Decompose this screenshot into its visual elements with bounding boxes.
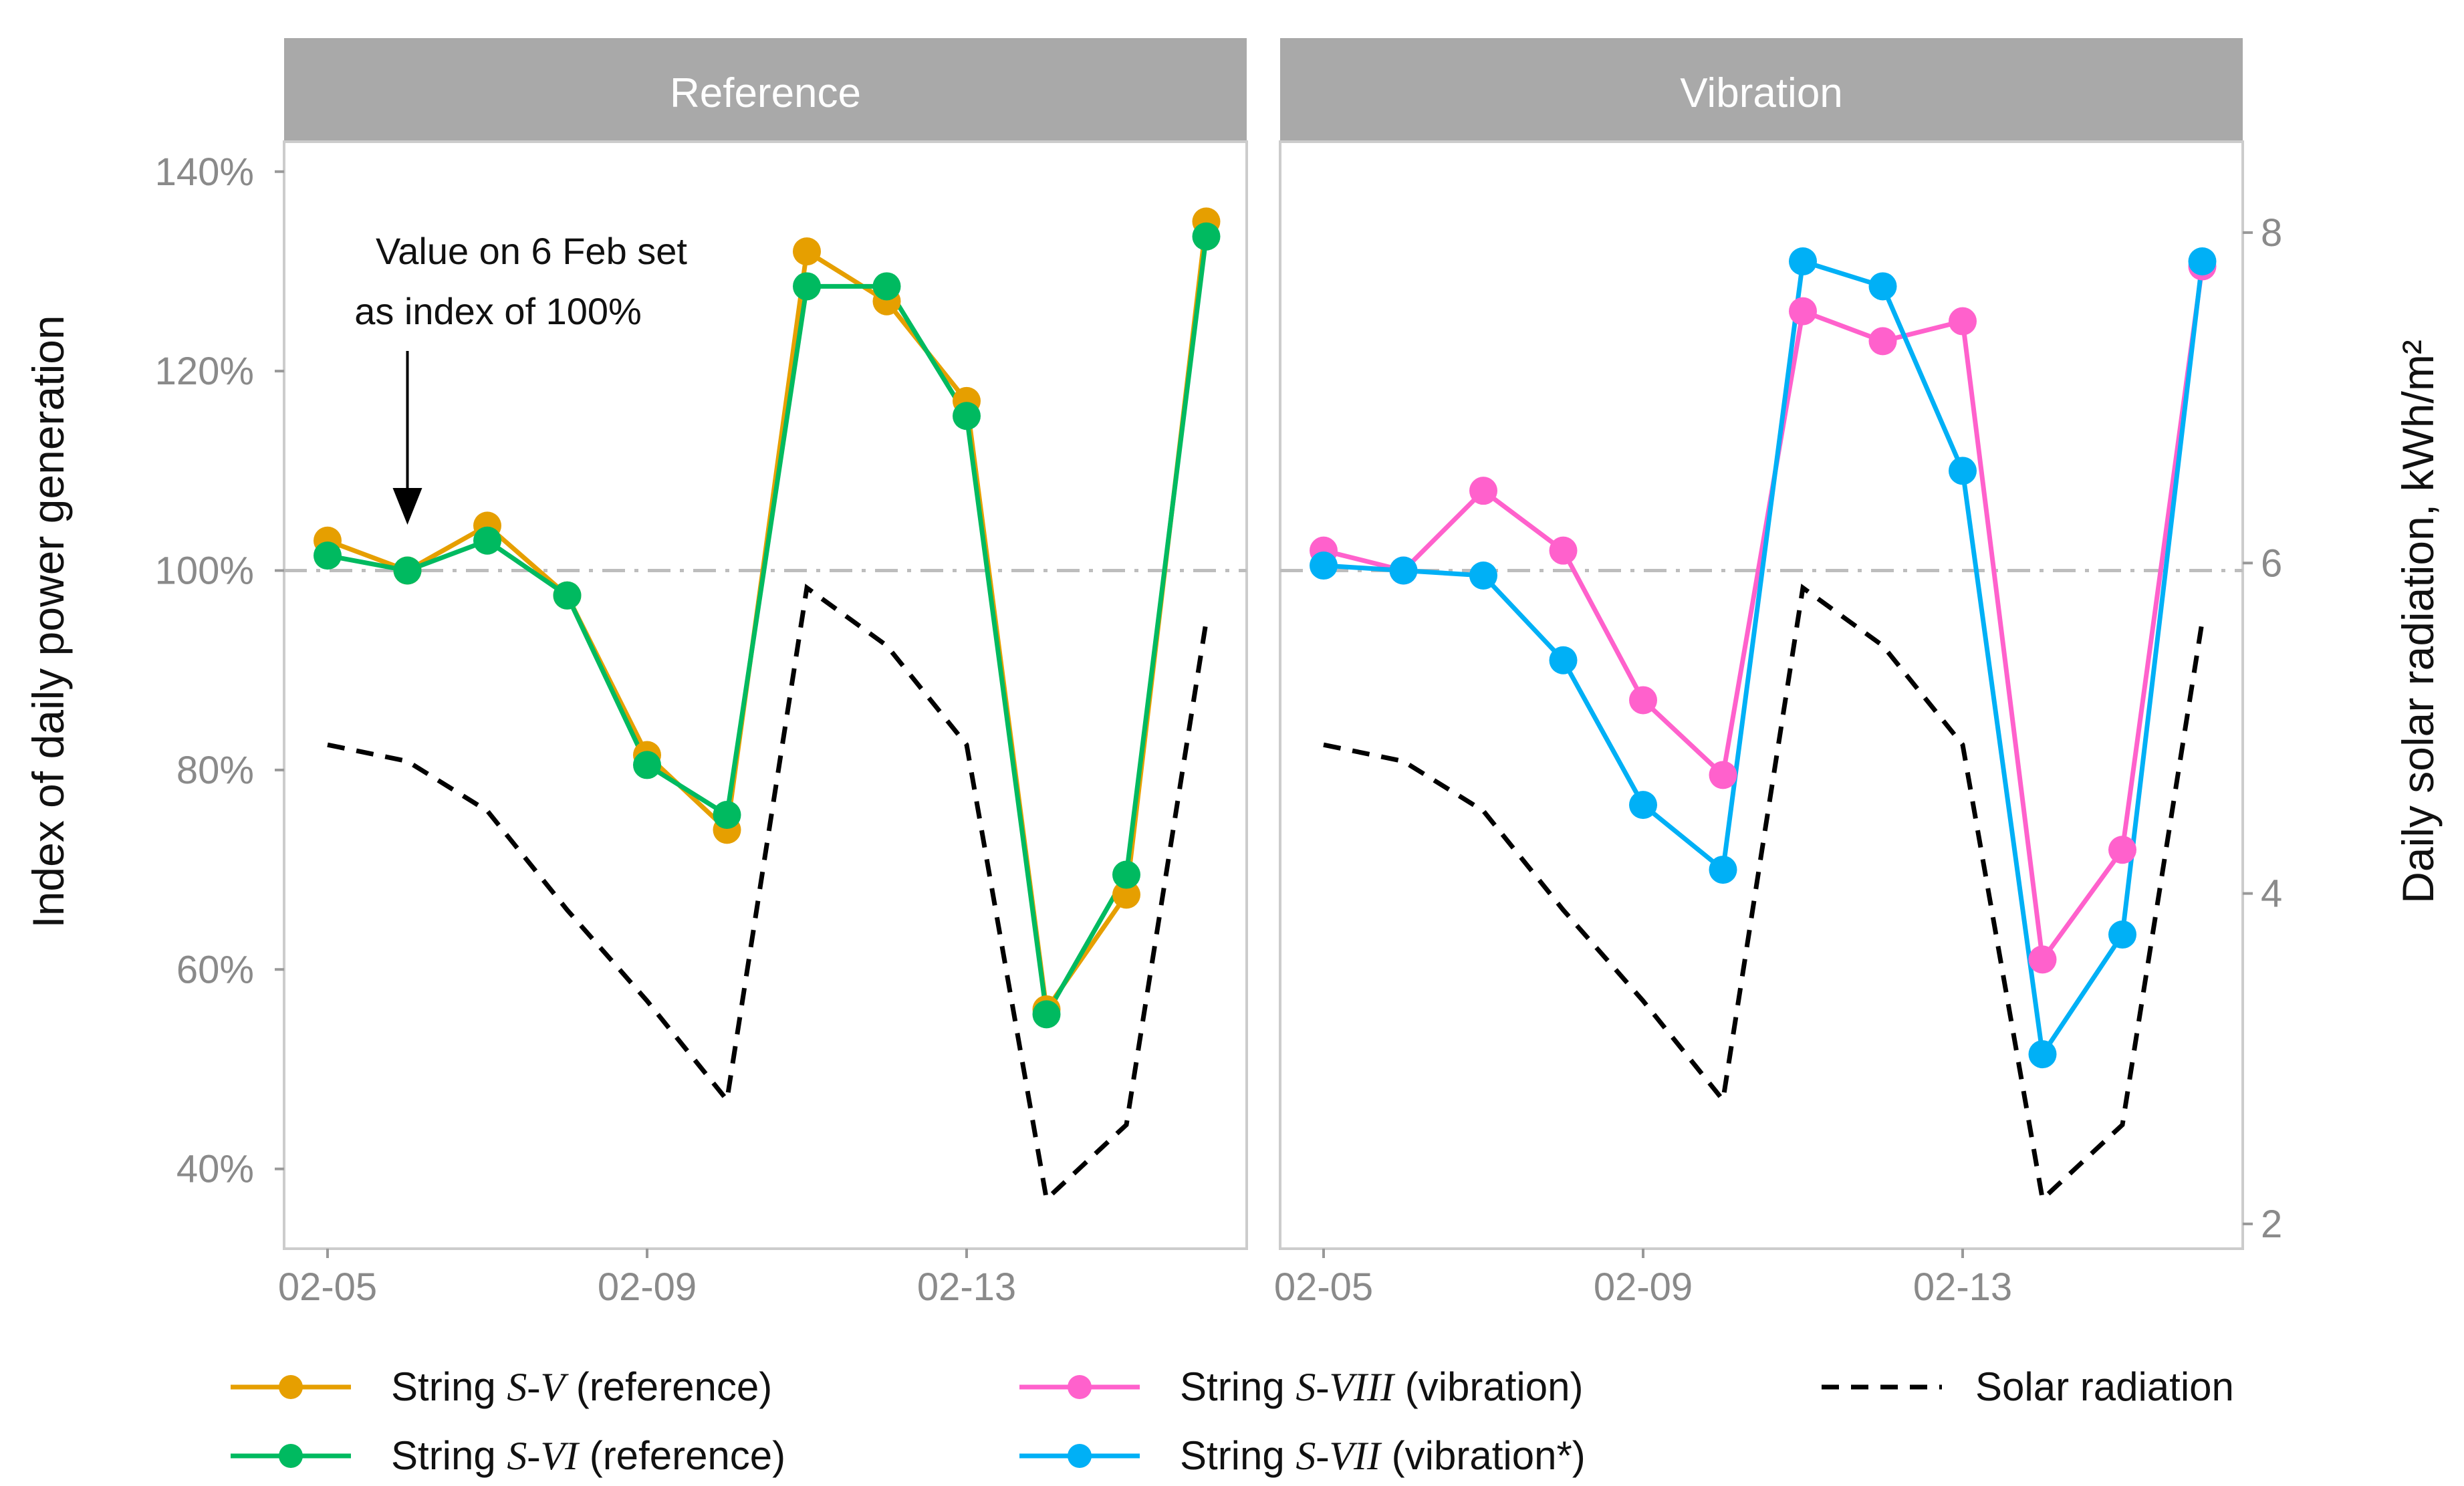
- data-point-s-v: [1112, 880, 1140, 909]
- data-point-s-viii: [1789, 297, 1817, 326]
- data-point-s-viii: [1629, 686, 1657, 715]
- data-point-s-vi: [872, 272, 901, 301]
- data-point-s-vii: [1389, 556, 1418, 585]
- data-point-s-vii: [1949, 457, 1977, 485]
- panel-frame-reference: [283, 140, 1248, 1250]
- data-point-s-vi: [393, 556, 422, 585]
- legend-item-s-viii: String S-VIII (vibration): [1019, 1364, 1583, 1409]
- data-point-s-vii: [1549, 646, 1578, 674]
- series-line-solar-radiation: [327, 584, 1209, 1204]
- data-point-s-viii: [1709, 761, 1737, 789]
- x-axis-ticks-reference: 02-05 02-09 02-13: [278, 1265, 1016, 1309]
- panel-frame-vibration: [1279, 140, 2244, 1250]
- data-point-s-v: [793, 237, 821, 266]
- data-point-s-vi: [1192, 222, 1221, 251]
- legend-item-solar-radiation: Solar radiation: [1822, 1364, 2234, 1409]
- series-line-s-vi: [327, 236, 1209, 1017]
- data-point-s-viii: [1868, 327, 1897, 356]
- annotation-line-2: as index of 100%: [354, 290, 642, 332]
- plot-area-vibration: [1280, 247, 2243, 1204]
- series-line-s-viii: [1323, 266, 2205, 962]
- data-point-s-vi: [1032, 1000, 1061, 1029]
- y-tick-label: 140%: [155, 150, 254, 194]
- x-tick-label: 02-13: [917, 1265, 1016, 1309]
- legend-label: Solar radiation: [1975, 1364, 2234, 1409]
- legend-swatch-marker: [1068, 1375, 1092, 1399]
- data-point-s-vii: [1868, 272, 1897, 301]
- data-point-s-vii: [2108, 920, 2136, 949]
- legend-item-s-v: String S-V (reference): [231, 1364, 772, 1409]
- series-line-s-vii: [1323, 259, 2205, 1057]
- data-point-s-vii: [1789, 247, 1817, 276]
- x-tick-label: 02-09: [598, 1265, 697, 1309]
- data-point-s-viii: [1469, 477, 1497, 505]
- data-point-s-vi: [553, 581, 582, 610]
- legend-item-s-vii: String S-VII (vibration*): [1019, 1433, 1586, 1478]
- y-tick-label: 120%: [155, 350, 254, 393]
- data-point-s-vii: [1310, 551, 1338, 580]
- data-point-s-vi: [953, 402, 981, 430]
- strip-reference: [284, 38, 1247, 142]
- y-tick-label: 40%: [176, 1148, 254, 1191]
- data-point-s-vi: [633, 751, 661, 779]
- data-point-s-vii: [1709, 856, 1737, 884]
- panel-reference: Reference 02-05 02-09 02-13 Value on 6 F…: [275, 38, 1248, 1309]
- y2-tick-label: 6: [2261, 541, 2282, 585]
- data-point-s-viii: [1549, 536, 1578, 565]
- panel-vibration: Vibration 02-05 02-09 02-13: [1274, 38, 2244, 1309]
- y-tick-label: 80%: [176, 749, 254, 792]
- x-tick-label: 02-05: [278, 1265, 377, 1309]
- x-tick-label: 02-13: [1913, 1265, 2012, 1309]
- data-point-s-vii: [2188, 247, 2217, 276]
- y-axis-ticks: 40% 60% 80% 100% 120% 140%: [155, 150, 254, 1191]
- plot-area-reference: [284, 207, 1247, 1204]
- strip-label-reference: Reference: [670, 70, 861, 116]
- x-tick-label: 02-05: [1274, 1265, 1373, 1309]
- legend-swatch-marker: [279, 1375, 303, 1399]
- data-point-s-vi: [1112, 860, 1140, 889]
- data-point-s-vii: [1629, 791, 1657, 820]
- legend-swatch-marker: [279, 1444, 303, 1468]
- y2-axis-ticks: 2 4 6 8: [2261, 211, 2282, 1246]
- y2-tick-label: 8: [2261, 211, 2282, 255]
- data-point-s-viii: [2108, 836, 2136, 864]
- legend-label: String S-VI (reference): [391, 1433, 785, 1478]
- y2-tick-label: 2: [2261, 1203, 2282, 1246]
- data-point-s-vi: [473, 526, 501, 555]
- y-tick-label: 100%: [155, 549, 254, 593]
- data-point-s-viii: [2028, 945, 2057, 974]
- data-point-s-vii: [2028, 1040, 2057, 1069]
- series-line-s-v: [326, 221, 1209, 1012]
- y-tick-label: 60%: [176, 948, 254, 991]
- data-point-s-vi: [793, 272, 821, 301]
- legend-label: String S-VII (vibration*): [1180, 1433, 1586, 1478]
- strip-vibration: [1280, 38, 2243, 142]
- x-axis-ticks-vibration: 02-05 02-09 02-13: [1274, 1265, 2012, 1309]
- legend: String S-V (reference) String S-VI (refe…: [231, 1364, 2234, 1478]
- series-line-solar-radiation: [1323, 584, 2205, 1204]
- data-point-s-vi: [314, 541, 342, 570]
- data-point-s-viii: [1949, 307, 1977, 336]
- y-axis-title: Index of daily power generation: [23, 315, 73, 928]
- annotation: Value on 6 Feb set as index of 100%: [354, 230, 687, 525]
- data-point-s-vii: [1469, 561, 1497, 590]
- y2-tick-label: 4: [2261, 872, 2282, 916]
- legend-swatch-marker: [1068, 1444, 1092, 1468]
- legend-item-s-vi: String S-VI (reference): [231, 1433, 785, 1478]
- y2-axis-title: Daily solar radiation, kWh/m²: [2393, 340, 2443, 904]
- legend-label: String S-V (reference): [391, 1364, 772, 1409]
- data-point-s-vi: [713, 801, 741, 830]
- annotation-line-1: Value on 6 Feb set: [376, 230, 687, 272]
- legend-label: String S-VIII (vibration): [1180, 1364, 1583, 1409]
- annotation-arrow-head: [392, 488, 422, 525]
- strip-label-vibration: Vibration: [1680, 70, 1843, 116]
- x-tick-label: 02-09: [1594, 1265, 1693, 1309]
